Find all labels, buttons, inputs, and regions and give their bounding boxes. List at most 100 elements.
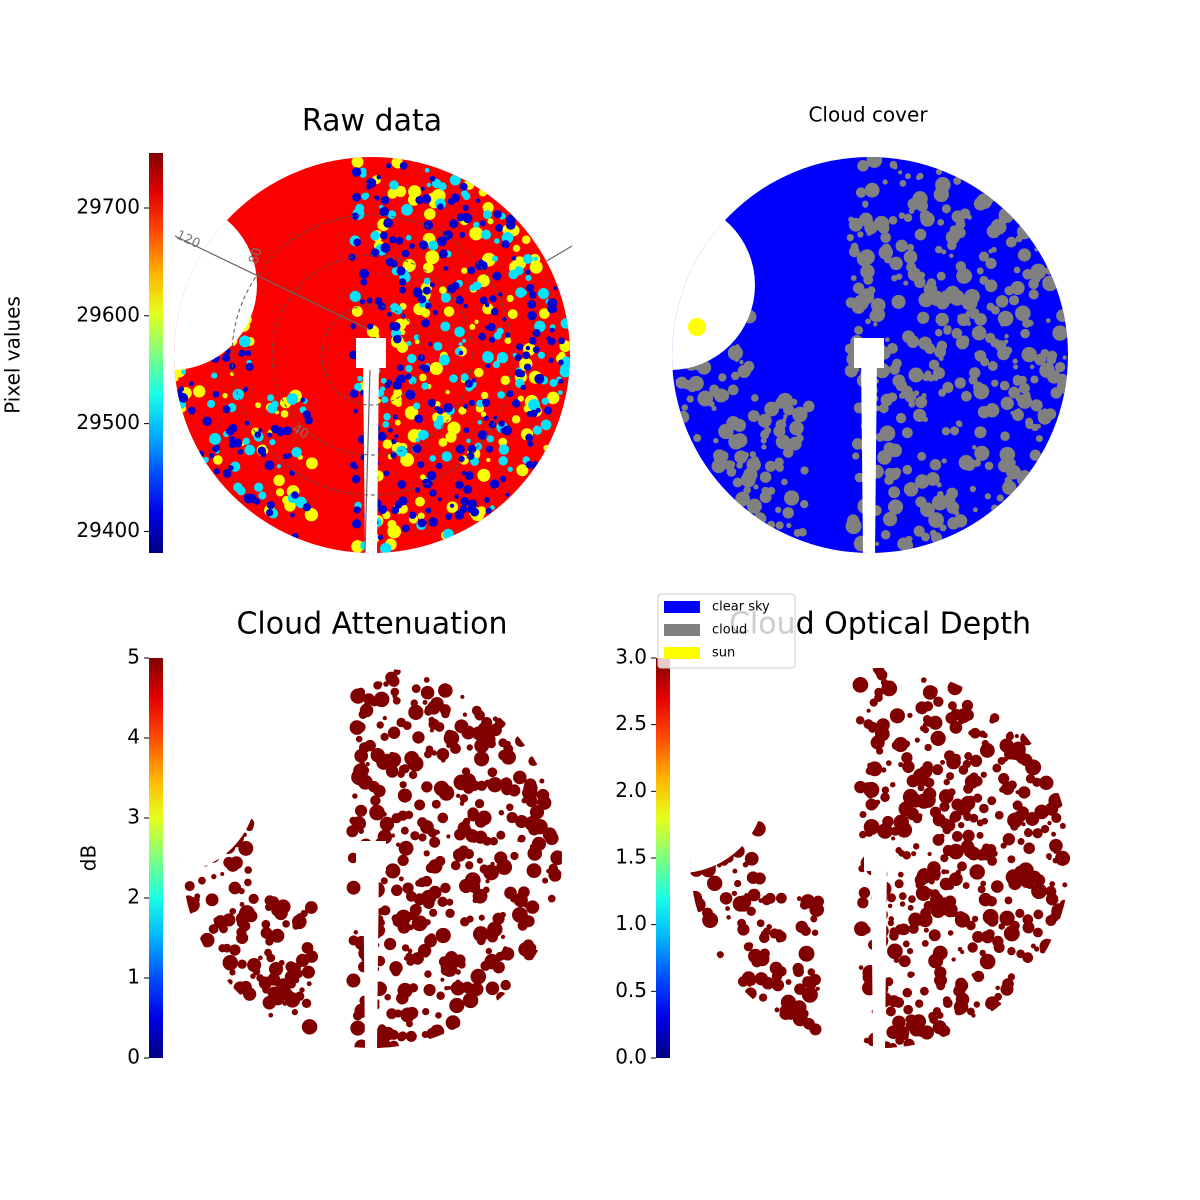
- image-pixel-cluster: [942, 908, 950, 916]
- image-pixel-cluster: [407, 752, 416, 762]
- colorbar-tick-label: 1.0: [615, 911, 647, 935]
- image-pixel-cluster: [1017, 248, 1032, 262]
- image-pixel-cluster: [396, 266, 406, 276]
- image-pixel-cluster: [471, 705, 482, 716]
- image-pixel-cluster: [916, 793, 932, 809]
- image-pixel-cluster: [736, 461, 743, 469]
- mask: [363, 858, 379, 1048]
- image-pixel-cluster: [947, 788, 956, 796]
- image-pixel-cluster: [254, 431, 262, 438]
- image-pixel-cluster: [423, 208, 436, 220]
- image-pixel-cluster: [948, 701, 957, 711]
- image-pixel-cluster: [489, 295, 497, 303]
- image-pixel-cluster: [373, 681, 382, 690]
- image-pixel-cluster: [449, 374, 458, 383]
- image-pixel-cluster: [463, 485, 472, 494]
- image-pixel-cluster: [528, 756, 539, 767]
- image-pixel-cluster: [934, 966, 947, 979]
- image-pixel-cluster: [353, 238, 362, 247]
- image-pixel-cluster: [520, 384, 527, 391]
- image-pixel-cluster: [242, 437, 251, 445]
- image-pixel-cluster: [947, 930, 954, 936]
- image-pixel-cluster: [938, 1024, 951, 1038]
- image-pixel-cluster: [969, 727, 981, 739]
- image-pixel-cluster: [458, 342, 463, 347]
- image-pixel-cluster: [413, 893, 426, 906]
- image-pixel-cluster: [934, 345, 947, 358]
- image-pixel-cluster: [907, 197, 920, 211]
- image-pixel-cluster: [924, 777, 935, 788]
- image-pixel-cluster: [351, 212, 359, 220]
- image-pixel-cluster: [399, 161, 408, 170]
- image-pixel-cluster: [478, 914, 485, 921]
- image-pixel-cluster: [1018, 786, 1031, 799]
- image-pixel-cluster: [184, 897, 200, 913]
- image-pixel-cluster: [903, 280, 909, 286]
- image-pixel-cluster: [537, 287, 550, 300]
- image-pixel-cluster: [423, 277, 431, 285]
- image-pixel-cluster: [471, 378, 477, 383]
- image-pixel-cluster: [892, 164, 898, 170]
- image-pixel-cluster: [523, 781, 538, 796]
- image-pixel-cluster: [713, 437, 719, 444]
- image-pixel-cluster: [378, 505, 388, 515]
- image-pixel-cluster: [379, 231, 388, 240]
- image-pixel-cluster: [1005, 236, 1017, 248]
- image-pixel-cluster: [284, 970, 300, 985]
- image-pixel-cluster: [492, 255, 499, 262]
- image-pixel-cluster: [731, 371, 740, 381]
- image-pixel-cluster: [304, 416, 313, 425]
- image-pixel-cluster: [370, 747, 385, 763]
- image-pixel-cluster: [895, 239, 909, 253]
- image-pixel-cluster: [417, 460, 425, 469]
- image-pixel-cluster: [445, 513, 453, 520]
- image-pixel-cluster: [1052, 325, 1068, 341]
- image-pixel-cluster: [972, 507, 978, 513]
- image-pixel-cluster: [236, 927, 247, 938]
- image-pixel-cluster: [432, 309, 439, 315]
- image-pixel-cluster: [466, 744, 473, 751]
- image-pixel-cluster: [933, 376, 939, 382]
- image-pixel-cluster: [425, 250, 440, 265]
- image-pixel-cluster: [382, 834, 387, 839]
- image-pixel-cluster: [860, 264, 875, 279]
- image-pixel-cluster: [458, 845, 469, 856]
- image-pixel-cluster: [474, 798, 485, 809]
- image-pixel-cluster: [903, 213, 913, 223]
- image-pixel-cluster: [1017, 837, 1025, 846]
- image-pixel-cluster: [413, 287, 420, 294]
- image-pixel-cluster: [484, 497, 491, 503]
- image-pixel-cluster: [480, 411, 487, 418]
- image-pixel-cluster: [933, 186, 949, 203]
- image-pixel-cluster: [914, 228, 927, 241]
- image-pixel-cluster: [777, 392, 793, 409]
- image-pixel-cluster: [998, 461, 1008, 471]
- image-pixel-cluster: [437, 812, 449, 824]
- image-pixel-cluster: [862, 925, 871, 934]
- image-pixel-cluster: [1012, 358, 1018, 364]
- image-pixel-cluster: [527, 310, 537, 321]
- image-pixel-cluster: [526, 863, 542, 879]
- image-pixel-cluster: [800, 499, 809, 509]
- image-pixel-cluster: [265, 937, 274, 946]
- image-pixel-cluster: [746, 498, 762, 514]
- image-pixel-cluster: [460, 917, 470, 927]
- image-pixel-cluster: [1012, 800, 1023, 811]
- image-pixel-cluster: [467, 266, 476, 275]
- image-pixel-cluster: [903, 482, 919, 497]
- image-pixel-cluster: [507, 309, 518, 320]
- image-pixel-cluster: [417, 877, 427, 888]
- image-pixel-cluster: [482, 836, 492, 846]
- image-pixel-cluster: [479, 220, 486, 227]
- image-pixel-cluster: [421, 781, 433, 793]
- image-pixel-cluster: [446, 834, 451, 839]
- image-pixel-cluster: [1018, 382, 1030, 394]
- image-pixel-cluster: [410, 699, 418, 707]
- image-pixel-cluster: [964, 288, 980, 305]
- image-pixel-cluster: [800, 466, 809, 475]
- image-pixel-cluster: [237, 449, 244, 455]
- image-pixel-cluster: [496, 352, 509, 364]
- image-pixel-cluster: [275, 488, 285, 497]
- image-pixel-cluster: [477, 468, 491, 482]
- image-pixel-cluster: [421, 382, 429, 390]
